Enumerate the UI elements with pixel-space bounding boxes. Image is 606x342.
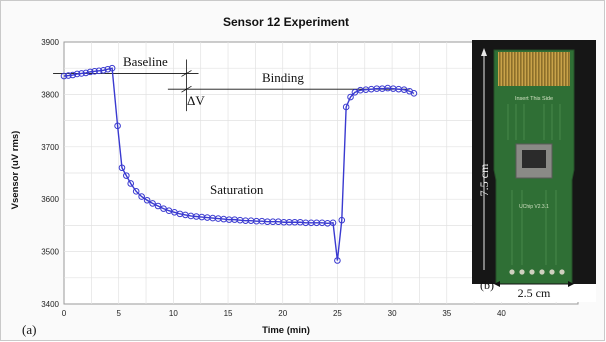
data-point xyxy=(410,90,418,97)
y-tick-label: 3900 xyxy=(41,38,59,47)
data-point xyxy=(73,70,81,78)
connector-pin xyxy=(541,52,543,86)
y-tick-label: 3800 xyxy=(41,90,59,99)
data-point xyxy=(329,219,337,227)
sensor-well xyxy=(522,150,546,168)
y-tick-label: 3400 xyxy=(41,300,59,309)
y-tick-label: 3500 xyxy=(41,248,59,257)
data-point xyxy=(132,188,140,195)
data-point xyxy=(78,70,85,77)
connector-pin xyxy=(556,52,558,86)
delta-v-tick-bottom xyxy=(181,85,192,93)
connector-pin xyxy=(568,52,570,86)
connector-pin xyxy=(535,52,537,86)
x-tick-label: 20 xyxy=(278,309,287,318)
x-tick-label: 15 xyxy=(224,309,233,318)
width-band xyxy=(472,284,596,302)
data-point xyxy=(351,89,359,96)
x-tick-label: 10 xyxy=(169,309,178,318)
panel-label-a: (a) xyxy=(22,322,36,337)
x-tick-labels: 0 5 10 15 20 25 30 35 40 xyxy=(62,309,507,318)
connector-pin xyxy=(523,52,525,86)
data-point xyxy=(95,67,103,75)
connector-pins xyxy=(499,52,570,86)
width-arrow-right xyxy=(568,281,574,287)
y-axis-title: Vsensor (uV rms) xyxy=(10,131,21,210)
data-point xyxy=(114,122,121,130)
data-point xyxy=(127,180,135,187)
connector-pin xyxy=(502,52,504,86)
series-line xyxy=(63,67,415,261)
series-layer xyxy=(60,64,418,264)
connector-pin xyxy=(520,52,522,86)
connector-pin xyxy=(529,52,531,86)
connector-pin xyxy=(547,52,549,86)
x-tick-label: 5 xyxy=(116,309,121,318)
connector-pin xyxy=(559,52,561,86)
chip-label-top: Insert This Side xyxy=(515,96,553,102)
data-point xyxy=(338,216,346,224)
data-point xyxy=(347,93,354,101)
connector-pin xyxy=(499,52,501,86)
delta-v-tick-top xyxy=(181,70,192,77)
annotation-delta-v: ΔV xyxy=(187,93,205,108)
data-point xyxy=(82,69,90,77)
height-label: 7.5 cm xyxy=(477,163,491,196)
connector-pin xyxy=(505,52,507,86)
x-tick-label: 0 xyxy=(62,309,67,318)
x-tick-label: 35 xyxy=(442,309,451,318)
width-label: 2.5 cm xyxy=(518,286,551,300)
data-point xyxy=(123,172,130,179)
x-tick-label: 40 xyxy=(497,309,506,318)
connector-pin xyxy=(553,52,555,86)
pcb-traces xyxy=(507,104,561,265)
data-point xyxy=(342,103,350,111)
data-point xyxy=(104,65,112,73)
connector-pin xyxy=(508,52,510,86)
bottom-pads xyxy=(509,269,565,275)
data-point xyxy=(143,196,151,204)
data-point xyxy=(100,66,107,74)
y-tick-labels: 3400 3500 3600 3700 3800 3900 xyxy=(41,38,59,309)
connector-pin xyxy=(532,52,534,86)
data-point xyxy=(91,68,98,75)
data-point xyxy=(334,257,341,264)
connector-pin xyxy=(544,52,546,86)
panel-label-b: (b) xyxy=(480,278,494,292)
connector-pin xyxy=(517,52,519,86)
data-point xyxy=(138,193,145,200)
x-tick-label: 30 xyxy=(388,309,397,318)
connector-pin xyxy=(562,52,564,86)
sensor-chip-photo: Insert This Side UChip V2.3.1 7.5 cm 2.5… xyxy=(472,40,596,302)
connector-pin xyxy=(511,52,513,86)
data-point xyxy=(65,72,72,79)
data-point xyxy=(118,164,126,172)
x-axis-title: Time (min) xyxy=(262,325,310,336)
width-arrow-left xyxy=(494,281,500,287)
data-point xyxy=(149,200,156,207)
data-point xyxy=(69,71,77,79)
data-point xyxy=(60,72,68,80)
annotation-saturation: Saturation xyxy=(210,182,264,197)
chip-label-mid: UChip V2.3.1 xyxy=(519,204,549,210)
connector-pin xyxy=(526,52,528,86)
data-point xyxy=(108,64,116,72)
annotation-binding: Binding xyxy=(262,70,304,85)
data-point xyxy=(154,202,162,210)
connector-pin xyxy=(565,52,567,86)
y-tick-label: 3700 xyxy=(41,143,59,152)
connector-pin xyxy=(514,52,516,86)
annotation-baseline: Baseline xyxy=(123,54,168,69)
edge-connector xyxy=(498,52,570,86)
height-arrow-head xyxy=(481,48,487,56)
connector-pin xyxy=(550,52,552,86)
chart-title: Sensor 12 Experiment xyxy=(223,15,349,29)
y-tick-label: 3600 xyxy=(41,195,59,204)
data-point xyxy=(160,205,167,212)
data-point xyxy=(86,68,94,76)
x-tick-label: 25 xyxy=(333,309,342,318)
connector-pin xyxy=(538,52,540,86)
